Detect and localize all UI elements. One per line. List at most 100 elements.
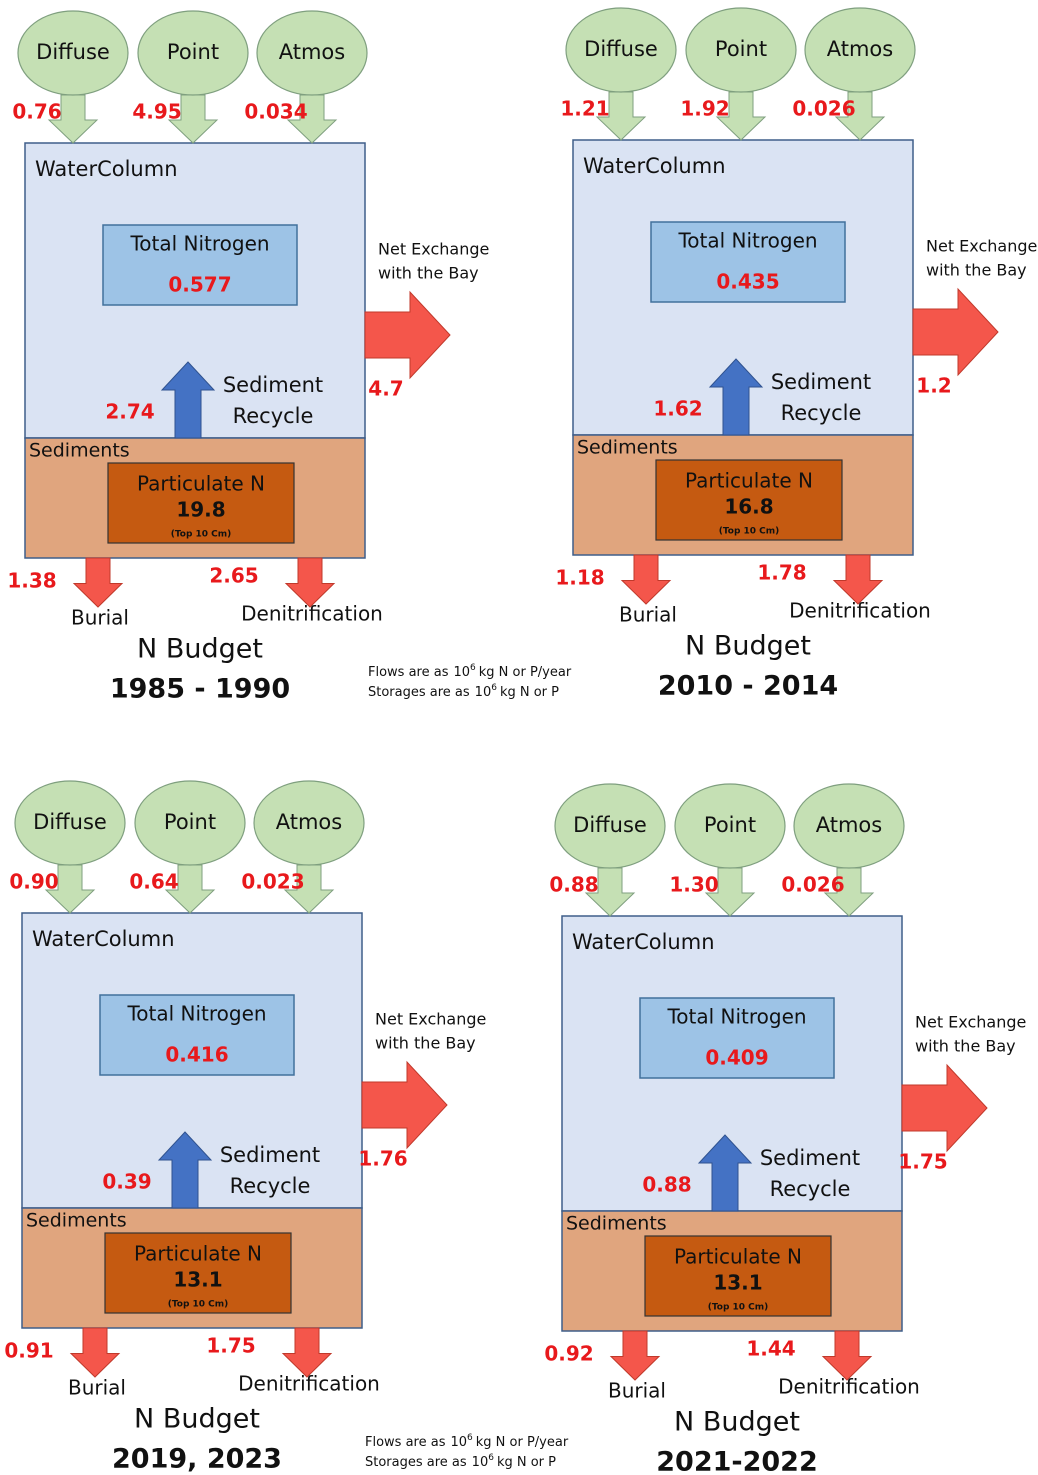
denitrification-arrow [832,554,884,605]
units-note: Flows are as 106 kg N or P/year [365,1433,569,1450]
burial-arrow [609,1330,661,1381]
water-column-label: WaterColumn [35,157,178,181]
input-value: 0.88 [549,873,598,897]
budget-period: 2010 - 2014 [658,671,838,702]
recycle-label: Recycle [233,404,314,428]
note-sup: 6 [467,1433,473,1443]
recycle-value: 1.62 [653,397,702,421]
burial-value: 1.38 [7,569,56,593]
denitrification-arrow [821,1330,873,1381]
note-sup: 6 [470,663,476,673]
denitrification-label: Denitrification [789,599,931,623]
net-exchange-label: Net Exchange [915,1013,1026,1032]
source-label: Diffuse [36,40,110,64]
particulate-box [104,1232,292,1314]
net-exchange-value: 1.2 [916,374,951,398]
note-text: 10 [453,665,470,680]
total-nitrogen-box [639,997,835,1079]
budget-title: N Budget [134,1404,260,1435]
source-circle [804,7,916,93]
units-note: Storages are as 106 kg N or P [368,683,559,700]
total-nitrogen-box [650,221,846,303]
budget-period: 2019, 2023 [112,1444,282,1475]
net-exchange-arrow [901,1063,988,1153]
budget-title: N Budget [674,1407,800,1438]
source-circle [685,7,797,93]
burial-label: Burial [68,1376,126,1400]
note-text: kg N or P [497,1455,556,1470]
recycle-label: Sediment [771,370,871,394]
net-exchange-label: Net Exchange [378,240,489,259]
net-exchange-arrow [912,287,999,377]
total-nitrogen-label: Total Nitrogen [126,1002,266,1026]
source-label: Point [715,37,767,61]
source-circle [554,783,666,869]
note-text: kg N or P/year [476,1435,569,1450]
input-arrow [584,867,636,917]
note-text: kg N or P/year [479,665,572,680]
units-note: Flows are as 106 kg N or P/year [368,663,572,680]
source-circle [17,10,129,96]
source-circle [137,10,249,96]
recycle-arrow [157,1131,213,1209]
source-circle [793,783,905,869]
input-arrow [164,864,216,914]
input-value: 4.95 [132,100,181,124]
note-text: Flows are as [365,1435,446,1450]
sediments-label: Sediments [566,1213,667,1235]
denitrification-arrow [281,1327,333,1378]
burial-arrow [69,1327,121,1378]
denitrification-value: 1.78 [757,561,806,585]
net-exchange-label: with the Bay [378,264,479,283]
note-sup: 6 [488,1453,494,1463]
particulate-box [107,462,295,544]
input-arrow [704,867,756,917]
input-arrow [823,867,875,917]
input-arrow [167,94,219,144]
input-arrow [283,864,335,914]
budget-title: N Budget [685,631,811,662]
source-circle [565,7,677,93]
recycle-label: Recycle [230,1174,311,1198]
net-exchange-value: 4.7 [368,377,403,401]
note-text: Storages are as [365,1455,467,1470]
denitrification-value: 2.65 [209,564,258,588]
budget-panel: Diffuse 0.90 Point 0.64 Atmos 0.023 WaterColum… [4,780,569,1475]
total-nitrogen-value: 0.416 [165,1043,228,1067]
note-text: kg N or P [500,685,559,700]
source-circle [253,780,365,866]
input-value: 0.76 [12,100,61,124]
denitrification-label: Denitrification [778,1375,920,1399]
budget-panel: Diffuse 1.21 Point 1.92 Atmos 0.026 WaterColum… [555,7,1037,702]
source-circle [256,10,368,96]
source-label: Atmos [279,40,345,64]
input-value: 1.30 [669,873,718,897]
particulate-depth: (Top 10 Cm) [708,1303,769,1313]
particulate-depth: (Top 10 Cm) [719,527,780,537]
total-nitrogen-label: Total Nitrogen [666,1005,806,1029]
source-circle [14,780,126,866]
net-exchange-arrow [364,290,451,380]
budget-period: 1985 - 1990 [110,674,290,705]
burial-label: Burial [619,603,677,627]
water-column-label: WaterColumn [32,927,175,951]
source-circle [134,780,246,866]
input-value: 0.023 [241,870,304,894]
input-value: 0.026 [792,97,855,121]
burial-value: 1.18 [555,566,604,590]
burial-value: 0.91 [4,1339,53,1363]
note-text: Storages are as [368,685,470,700]
particulate-label: Particulate N [674,1245,802,1269]
recycle-arrow [697,1134,753,1212]
source-label: Atmos [276,810,342,834]
particulate-depth: (Top 10 Cm) [171,530,232,540]
input-value: 0.034 [244,100,307,124]
note-text: 10 [450,1435,467,1450]
source-circle [674,783,786,869]
denitrification-value: 1.44 [746,1337,795,1361]
input-value: 1.21 [560,97,609,121]
recycle-value: 0.39 [102,1170,151,1194]
burial-arrow [72,557,124,608]
note-text: Flows are as [368,665,449,680]
